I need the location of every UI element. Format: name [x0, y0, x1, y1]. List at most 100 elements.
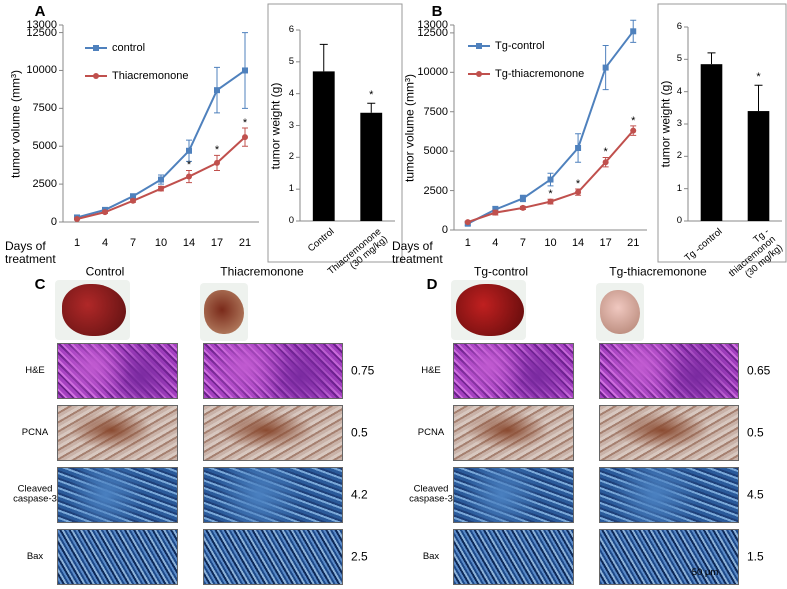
data-point — [158, 185, 164, 192]
data-point — [575, 189, 582, 196]
y-tick-label: 2 — [288, 151, 294, 163]
y-tick-label: 5 — [288, 55, 294, 67]
x-tick-label: 14 — [182, 236, 196, 249]
data-point — [214, 159, 220, 166]
significance-mark: * — [186, 159, 192, 172]
significance-mark: * — [548, 188, 553, 201]
y-axis-title: tumor weight (g) — [268, 82, 283, 169]
y-tick-label: 1 — [288, 182, 294, 194]
row-value: 4.5 — [747, 487, 764, 502]
histology-image — [203, 467, 343, 523]
error-bar — [707, 52, 716, 65]
y-tick-label: 10000 — [26, 64, 57, 77]
histology-image — [203, 405, 343, 461]
histology-image — [453, 529, 574, 585]
data-point — [602, 159, 609, 166]
row-value: 0.5 — [747, 425, 764, 440]
data-point — [158, 176, 164, 183]
y-tick-label: 3 — [288, 119, 294, 131]
scale-bar-label: 50 μm — [691, 566, 719, 578]
y-tick-label: 5 — [676, 53, 682, 65]
legend-label: Thiacremonone — [112, 69, 189, 82]
chart-frame — [267, 3, 403, 263]
legend-label: control — [112, 41, 146, 54]
panel-label: B — [431, 2, 443, 20]
histology-image — [57, 405, 178, 461]
histology-image — [599, 529, 739, 585]
row-value: 1.5 — [747, 549, 764, 564]
histology-image — [599, 343, 739, 399]
y-tick-label: 12500 — [417, 26, 448, 39]
row-label: Cleaved caspase-3 — [409, 483, 453, 505]
row-label: Bax — [422, 550, 440, 562]
data-point — [214, 87, 220, 94]
significance-mark: * — [214, 144, 220, 157]
histology-image — [57, 343, 178, 399]
y-tick-label: 13000 — [26, 18, 57, 31]
error-bar — [367, 102, 376, 113]
y-tick-label: 7500 — [423, 105, 448, 118]
significance-mark: * — [369, 89, 374, 102]
row-value: 0.65 — [747, 363, 771, 378]
row-label: Bax — [26, 550, 44, 562]
legend-marker — [93, 73, 99, 79]
data-point — [492, 206, 499, 213]
legend-marker — [93, 45, 99, 51]
y-tick-label: 0 — [50, 215, 57, 228]
data-point — [242, 67, 248, 74]
legend-marker — [476, 71, 482, 77]
error-bar — [754, 84, 763, 112]
tumor-blob — [600, 290, 640, 334]
y-tick-label: 2500 — [423, 184, 448, 197]
y-tick-label: 4 — [676, 85, 682, 97]
x-tick-label: 4 — [101, 236, 109, 249]
histology-image — [203, 529, 343, 585]
y-tick-label: 4 — [288, 87, 294, 99]
panel-label: D — [426, 275, 438, 293]
data-point — [464, 219, 471, 226]
row-value: 0.75 — [351, 363, 375, 378]
y-tick-label: 0 — [441, 223, 448, 236]
data-point — [242, 134, 248, 141]
tumor-blob — [456, 284, 524, 336]
y-tick-label: 5000 — [423, 145, 448, 158]
bar — [360, 112, 383, 221]
y-axis-title: tumor volume (mm³) — [8, 69, 23, 178]
tumor-blob — [62, 284, 126, 336]
significance-mark: * — [603, 146, 608, 159]
histology-image — [453, 343, 574, 399]
y-tick-label: 12500 — [26, 26, 57, 39]
significance-mark: * — [575, 177, 581, 190]
x-tick-label: 1 — [464, 236, 471, 249]
x-tick-label: 17 — [599, 236, 612, 249]
y-tick-label: 1 — [676, 182, 682, 194]
y-tick-label: 0 — [676, 214, 682, 226]
data-point — [519, 195, 526, 202]
significance-mark: * — [631, 114, 636, 127]
x-tick-label: 21 — [627, 236, 640, 249]
y-tick-label: 5000 — [32, 140, 57, 153]
y-tick-label: 6 — [676, 20, 682, 32]
data-point — [186, 147, 192, 154]
data-point — [630, 28, 637, 35]
x-tick-label: 14 — [571, 236, 585, 249]
x-tick-label: 7 — [129, 236, 137, 249]
row-label: H&E — [25, 364, 45, 376]
x-tick-label: 7 — [519, 236, 526, 249]
y-axis-title: tumor volume (mm³) — [402, 73, 417, 182]
chart-frame — [657, 3, 787, 263]
bar — [700, 64, 723, 221]
histology-image — [57, 529, 178, 585]
histology-image — [453, 467, 574, 523]
column-title: Tg-thiacremonone — [609, 264, 707, 279]
panel-label: A — [34, 2, 46, 20]
y-axis-title: tumor weight (g) — [658, 80, 673, 168]
data-point — [547, 198, 554, 205]
histology-image — [599, 405, 739, 461]
column-title: Thiacremonone — [220, 264, 304, 279]
y-tick-label: 3 — [676, 117, 682, 129]
column-title: Tg-control — [473, 264, 529, 279]
histology-image — [453, 405, 574, 461]
data-point — [130, 193, 136, 200]
